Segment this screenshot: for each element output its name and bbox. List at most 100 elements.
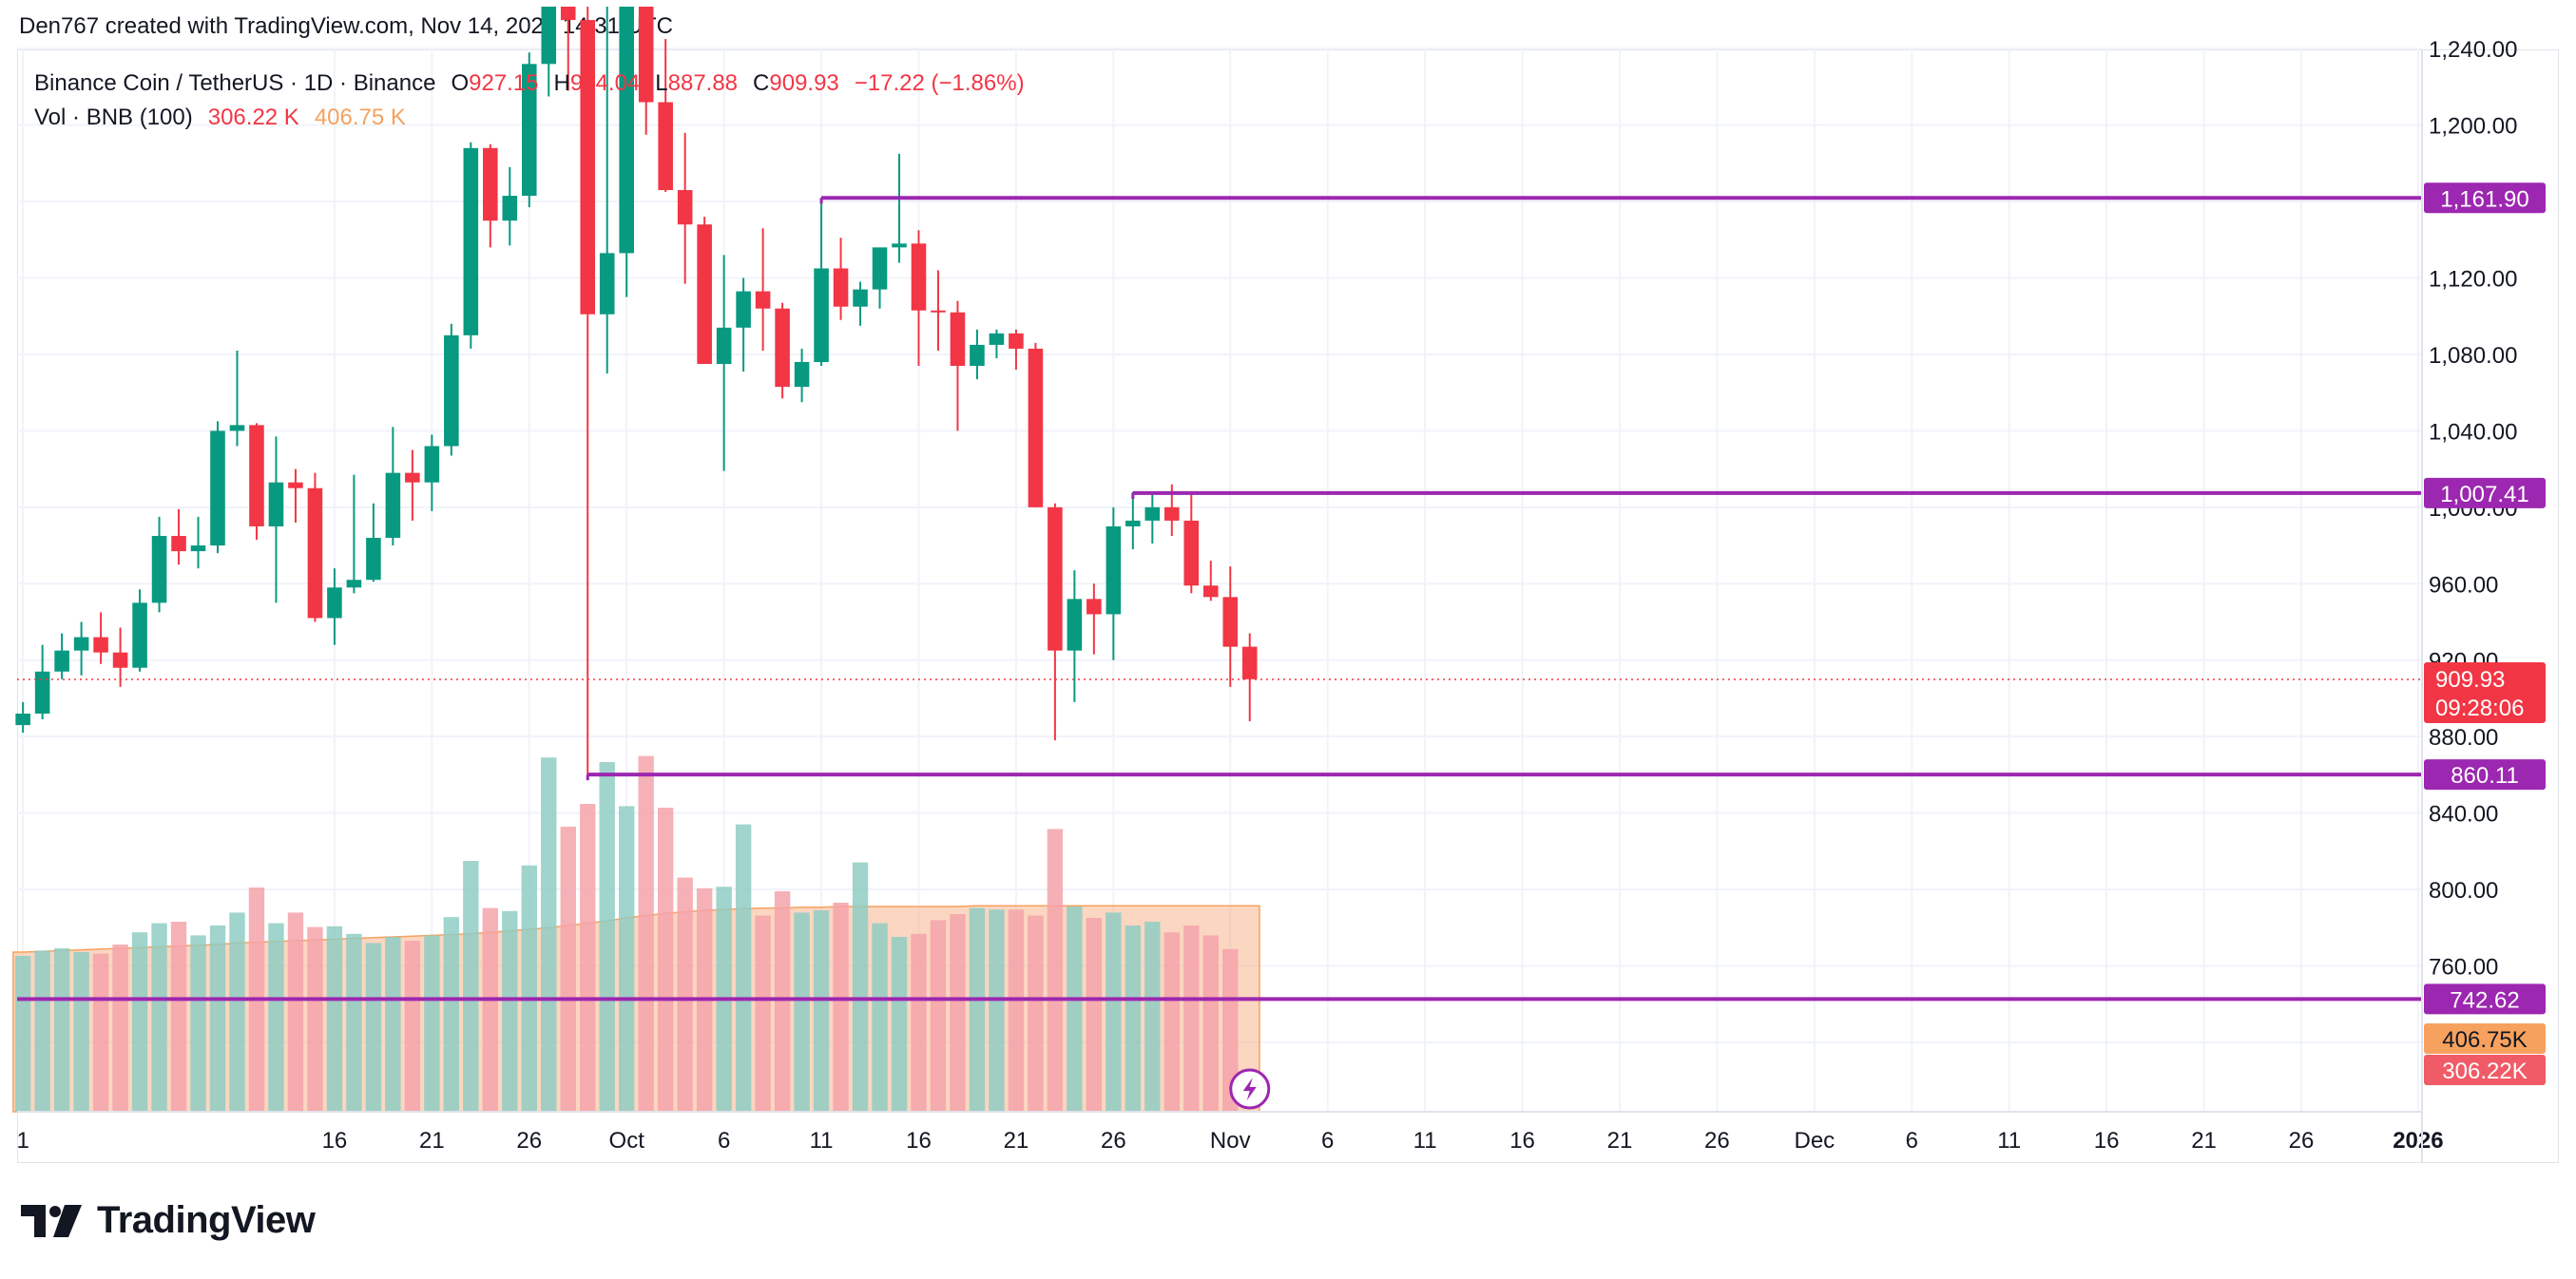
candle-body [833, 268, 849, 307]
volume-bar [170, 922, 187, 1112]
volume-bar [34, 950, 50, 1112]
x-tick-label: Nov [1210, 1128, 1251, 1154]
volume-bar [794, 912, 810, 1112]
tradingview-branding[interactable]: TradingView [21, 1199, 316, 1242]
volume-bar [1202, 935, 1219, 1112]
candle-body [1028, 348, 1044, 507]
x-tick-label: 2026 [2393, 1128, 2443, 1154]
level-price-tag [2424, 759, 2546, 791]
level-price-tag-label: 1,007.41 [2440, 482, 2528, 507]
candle-body [541, 7, 557, 65]
legend-volume-label[interactable]: Vol · BNB (100) [34, 105, 193, 130]
x-tick-label: 6 [718, 1128, 730, 1154]
candle-body [872, 247, 888, 290]
candle-body [171, 535, 186, 552]
candle-body [755, 291, 771, 309]
y-tick-label: 1,040.00 [2429, 419, 2517, 445]
volume-bar [657, 808, 674, 1112]
x-tick-label: 16 [322, 1128, 348, 1154]
chart-frame[interactable] [17, 49, 2559, 1163]
x-tick-label: 21 [1607, 1128, 1633, 1154]
volume-bar [833, 903, 849, 1112]
lightning-icon-bolt [1242, 1078, 1257, 1100]
volume-bar [755, 915, 771, 1112]
level-price-tag-label: 1,161.90 [2440, 186, 2528, 212]
candle-body [970, 344, 985, 367]
x-tick-label: 26 [2289, 1128, 2315, 1154]
volume-ma-tag-label: 406.75K [2442, 1027, 2527, 1053]
volume-bar [580, 804, 596, 1112]
candle-body [599, 253, 615, 315]
volume-current-tag-label: 306.22K [2442, 1059, 2527, 1084]
volume-bar [14, 956, 31, 1112]
volume-bar [1222, 948, 1239, 1112]
legend-volume-ma: 406.75 K [314, 105, 406, 130]
candle-body [385, 472, 401, 538]
candle-body [1009, 333, 1024, 349]
legend-volume-row: Vol · BNB (100) 306.22 K 406.75 K [34, 101, 1025, 135]
candle-body [483, 147, 498, 221]
volume-bar [521, 865, 537, 1112]
volume-bar [1163, 932, 1181, 1112]
legend-open: 927.15 [469, 70, 539, 96]
volume-bar [385, 937, 401, 1112]
candle-body [366, 538, 381, 581]
candle-body [1125, 520, 1141, 526]
volume-bar [326, 926, 343, 1112]
level-price-tag [2424, 983, 2546, 1015]
level-price-tag [2424, 182, 2546, 214]
volume-bar [1047, 829, 1064, 1112]
candle-body [444, 334, 459, 447]
legend-symbol[interactable]: Binance Coin / TetherUS · 1D · Binance [34, 70, 436, 96]
volume-bar [1028, 915, 1044, 1112]
candle-body [288, 482, 303, 488]
volume-bar [969, 907, 986, 1112]
volume-bar [112, 945, 128, 1112]
y-tick-label: 800.00 [2429, 878, 2498, 904]
volume-pane [12, 755, 1260, 1113]
volume-bar [209, 926, 226, 1112]
candle-body [677, 190, 693, 225]
volume-bar [151, 923, 167, 1112]
volume-bar [1086, 918, 1103, 1112]
volume-ma-tag [2424, 1023, 2546, 1054]
candles [15, 7, 1258, 775]
volume-bar [1067, 907, 1083, 1112]
volume-bar [1008, 909, 1025, 1112]
candle-body [775, 308, 790, 388]
candle-body [210, 430, 225, 546]
legend-low: 887.88 [667, 70, 739, 96]
volume-bar [1183, 926, 1200, 1112]
x-tick-label: 26 [1704, 1128, 1730, 1154]
lightning-icon[interactable] [1229, 1068, 1271, 1110]
volume-bar [852, 862, 869, 1112]
candle-body [560, 7, 576, 21]
volume-bar [190, 935, 206, 1112]
candle-body [190, 545, 206, 552]
level-price-tag-label: 860.11 [2451, 763, 2519, 789]
candle-body [1086, 599, 1102, 615]
x-tick-label: 6 [1321, 1128, 1334, 1154]
volume-bar [813, 910, 830, 1112]
candle-body [658, 102, 673, 191]
horizontal-levels [17, 196, 2422, 1002]
volume-bar [73, 952, 89, 1112]
volume-bar [131, 932, 148, 1112]
chart-legend: Binance Coin / TetherUS · 1D · Binance O9… [34, 67, 1025, 135]
candle-body [151, 535, 167, 603]
volume-bar [365, 943, 382, 1112]
candle-body [950, 312, 966, 367]
candle-body [892, 243, 907, 248]
candle-body [73, 637, 89, 651]
x-tick-label: 11 [1413, 1128, 1437, 1154]
candle-body [716, 327, 732, 365]
x-tick-label: 16 [906, 1128, 932, 1154]
x-tick-label: 11 [810, 1128, 834, 1154]
candle-body [424, 446, 440, 483]
candle-body [93, 637, 108, 653]
volume-bar [1125, 926, 1142, 1112]
volume-bar [404, 941, 421, 1112]
y-tick-label: 1,200.00 [2429, 114, 2517, 140]
y-tick-label: 840.00 [2429, 802, 2498, 828]
